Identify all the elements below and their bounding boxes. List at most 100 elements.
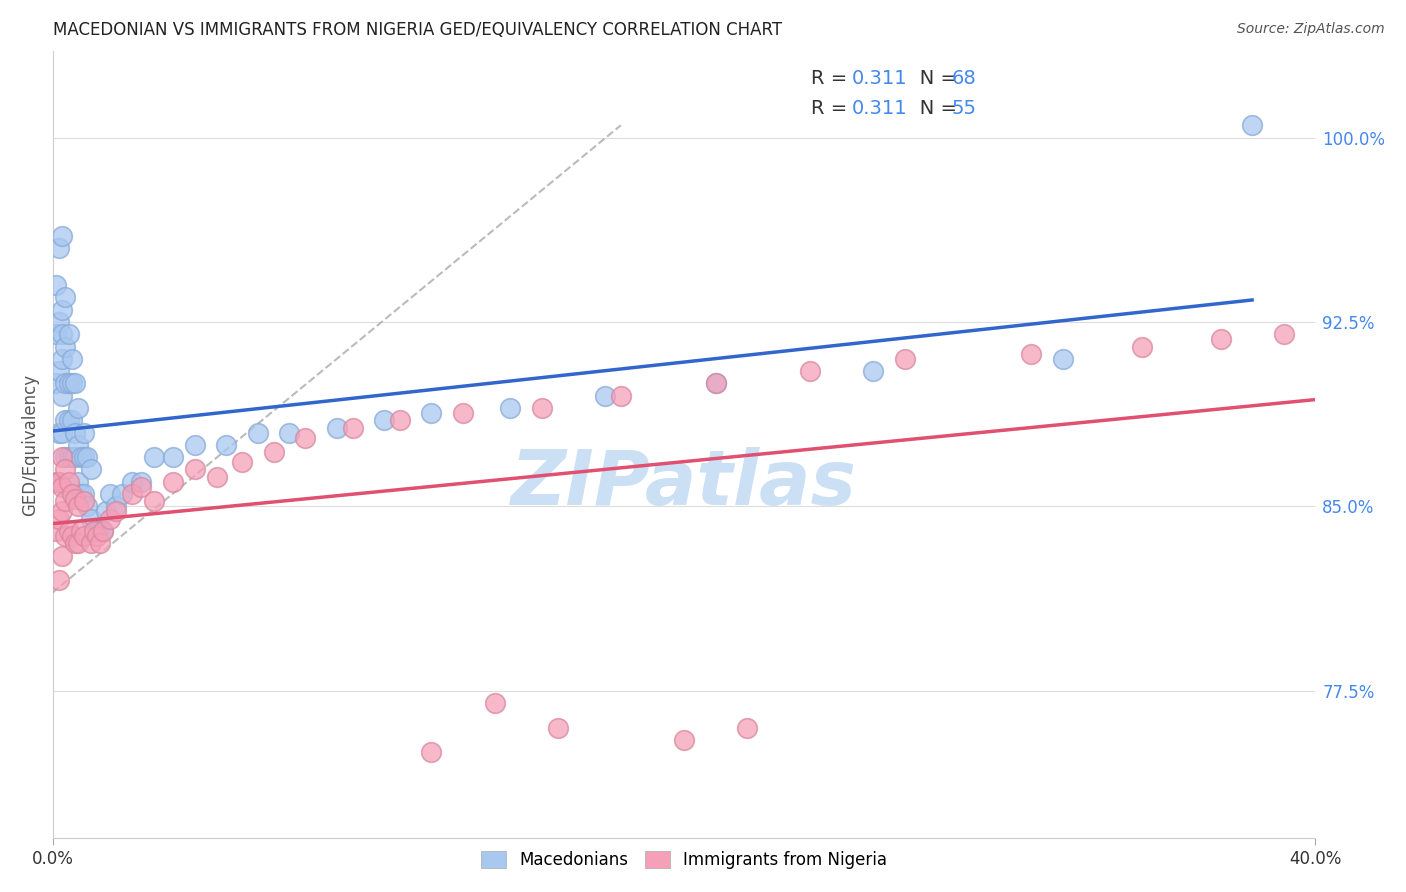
Text: N =: N = [901,99,963,118]
Point [51,389,73,403]
Point [704,376,727,391]
Point [129,480,152,494]
Point [66,438,89,452]
Point [66,500,89,514]
Point [48,475,70,489]
Point [98,487,121,501]
Point [48,315,70,329]
Point [704,376,727,391]
Point [1272,327,1295,342]
Point [51,228,73,243]
Point [48,241,70,255]
Text: 55: 55 [952,99,977,118]
Point [111,487,134,501]
Point [91,524,114,538]
Point [184,438,207,452]
Point [326,420,349,434]
Y-axis label: GED/Equivalency: GED/Equivalency [21,374,39,516]
Point [83,524,105,538]
Point [51,450,73,465]
Point [246,425,269,440]
Text: 68: 68 [952,69,976,87]
Point [51,549,73,563]
Point [215,438,238,452]
Point [79,536,101,550]
Point [70,524,93,538]
Point [484,696,506,710]
Point [129,475,152,489]
Point [66,475,89,489]
Point [121,475,143,489]
Point [388,413,411,427]
Point [48,425,70,440]
Point [45,327,67,342]
Point [735,721,758,735]
Point [53,462,76,476]
Point [451,406,474,420]
Point [70,450,93,465]
Point [121,487,143,501]
Point [799,364,821,378]
Point [60,413,83,427]
Text: N =: N = [901,69,963,87]
Point [104,504,127,518]
Point [73,494,96,508]
Point [162,450,184,465]
Point [89,536,111,550]
Point [1209,332,1232,346]
Point [51,504,73,518]
Point [263,445,285,459]
Text: 0.311: 0.311 [852,69,907,87]
Point [63,491,86,506]
Point [1019,347,1042,361]
Point [51,351,73,366]
Point [63,376,86,391]
Point [51,302,73,317]
Point [45,278,67,293]
Point [373,413,395,427]
Point [53,413,76,427]
Point [104,500,127,514]
Point [91,524,114,538]
Point [420,406,443,420]
Point [53,376,76,391]
Point [58,327,80,342]
Point [45,524,67,538]
Point [73,450,96,465]
Point [862,364,884,378]
Point [610,389,633,403]
Point [58,450,80,465]
Point [58,524,80,538]
Point [60,487,83,501]
Legend: Macedonians, Immigrants from Nigeria: Macedonians, Immigrants from Nigeria [472,842,896,877]
Point [48,511,70,525]
Point [86,529,108,543]
Point [162,475,184,489]
Point [184,462,207,476]
Point [53,529,76,543]
Point [66,536,89,550]
Point [58,475,80,489]
Point [499,401,522,415]
Text: Source: ZipAtlas.com: Source: ZipAtlas.com [1237,22,1385,37]
Point [70,487,93,501]
Point [1241,118,1264,132]
Text: R =: R = [811,99,853,118]
Point [51,480,73,494]
Point [73,529,96,543]
Point [53,450,76,465]
Point [63,536,86,550]
Point [420,745,443,759]
Point [53,494,76,508]
Point [894,351,917,366]
Point [48,573,70,587]
Point [73,487,96,501]
Point [83,524,105,538]
Point [530,401,553,415]
Point [547,721,569,735]
Point [79,511,101,525]
Text: R =: R = [811,69,853,87]
Point [593,389,616,403]
Point [76,500,98,514]
Point [53,340,76,354]
